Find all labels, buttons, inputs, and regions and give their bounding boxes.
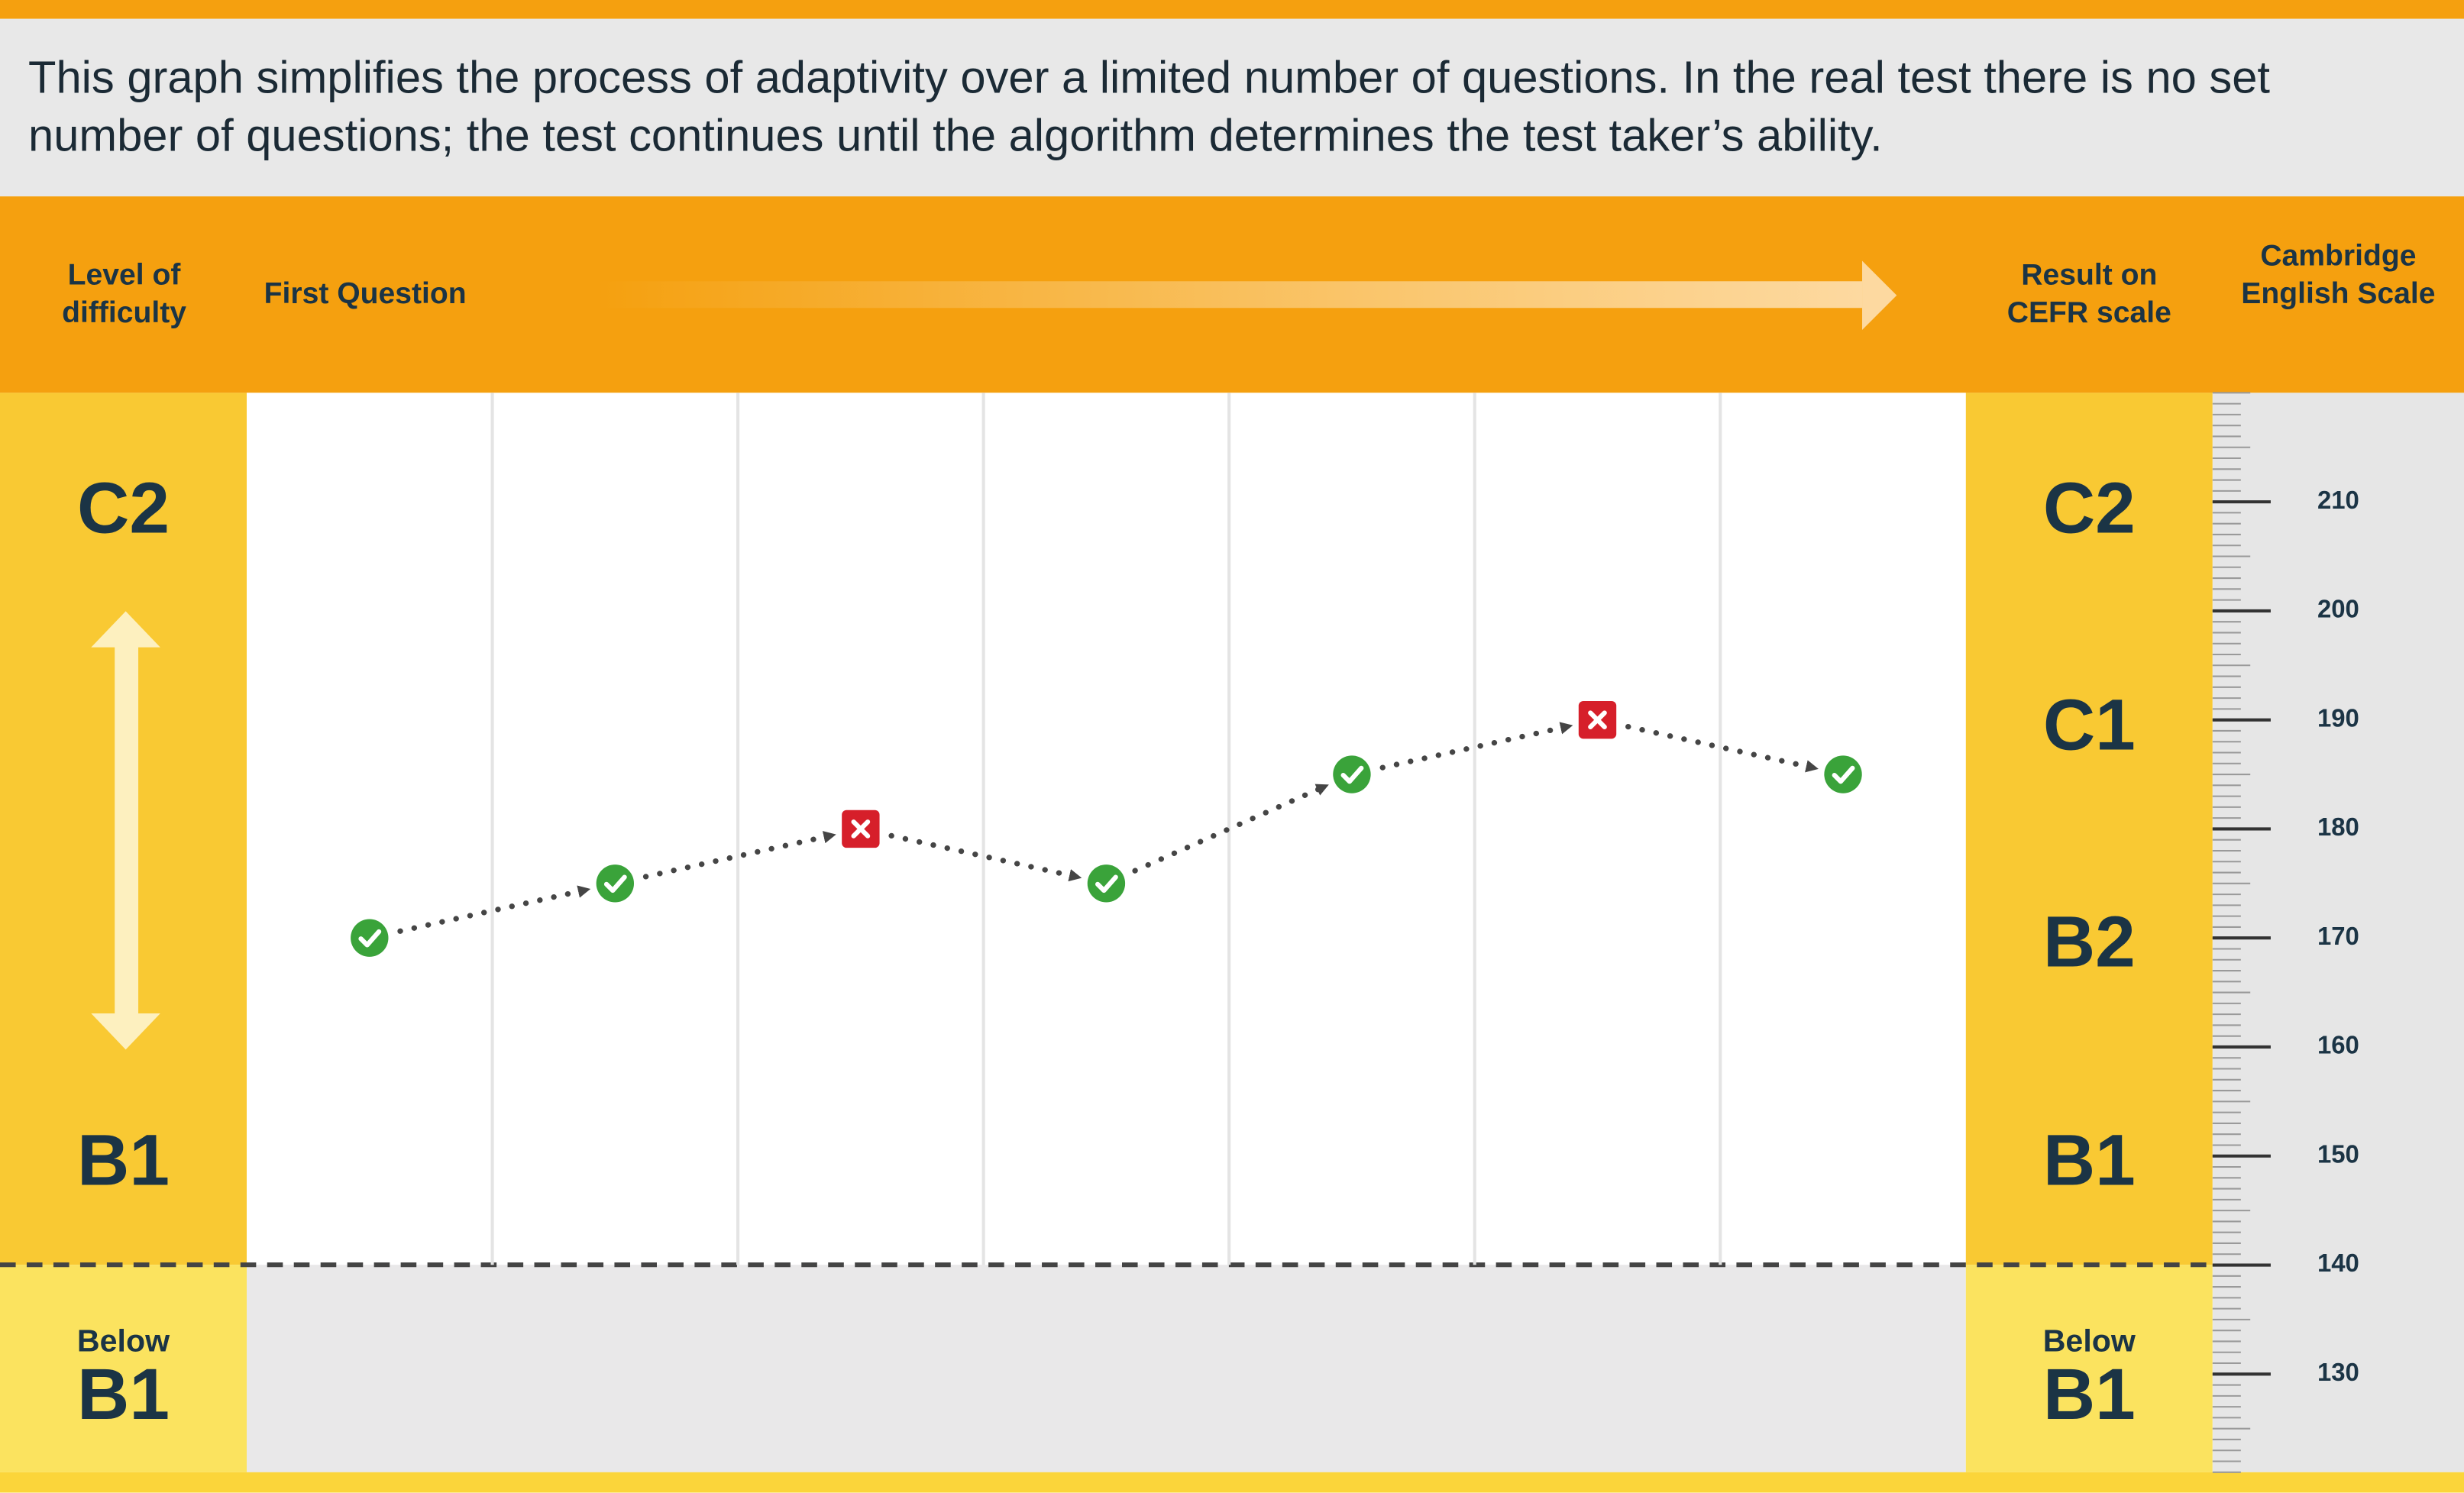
cefr-result-label: Result on CEFR scale	[2006, 259, 2171, 331]
y-tick-label: 150	[2317, 1139, 2359, 1168]
correct-answer	[1087, 864, 1126, 903]
check-icon	[1340, 765, 1364, 784]
correct-answer	[596, 864, 635, 903]
first-question-label: First Question	[264, 278, 467, 312]
answer-dot	[596, 864, 635, 903]
left-below-band	[0, 1265, 247, 1472]
correct-answer	[1824, 755, 1862, 793]
right-band	[1965, 393, 2213, 1265]
below-prefix: Below	[2042, 1324, 2136, 1359]
below-area	[247, 1265, 1966, 1472]
y-tick-label: 200	[2317, 595, 2359, 623]
y-tick-label: 170	[2317, 922, 2359, 950]
scale-band	[2212, 393, 2464, 1472]
progress-arrow-head	[1862, 260, 1897, 331]
difficulty-arrow	[91, 611, 160, 1050]
right-below-band	[1965, 1265, 2213, 1472]
level-label: B1	[2042, 1118, 2136, 1201]
y-tick-label: 210	[2317, 486, 2359, 514]
difficulty-label: Level of difficulty	[62, 259, 186, 331]
cambridge-scale-label: Cambridge English Scale	[2241, 240, 2436, 312]
top-stripe	[0, 0, 2464, 19]
connector	[397, 885, 591, 934]
connector	[1132, 783, 1329, 874]
level-label: B1	[77, 1352, 170, 1435]
connector	[642, 831, 836, 880]
level-label: B1	[2042, 1352, 2136, 1435]
answer-dot	[1333, 755, 1371, 793]
progress-arrow	[597, 281, 1863, 309]
check-icon	[603, 874, 627, 894]
bottom-stripe	[0, 1472, 2464, 1493]
below-prefix: Below	[76, 1324, 170, 1359]
level-label: B2	[2042, 900, 2136, 982]
connector	[1625, 723, 1819, 773]
y-tick-label: 180	[2317, 813, 2359, 841]
y-tick-label: 160	[2317, 1031, 2359, 1059]
level-label: C2	[2042, 467, 2136, 549]
cross-icon	[1588, 710, 1607, 730]
incorrect-answer	[842, 810, 880, 848]
correct-answer	[351, 919, 389, 957]
note-band	[0, 18, 2464, 197]
connector	[888, 832, 1082, 882]
level-label: C1	[2042, 683, 2136, 765]
correct-answer	[1333, 755, 1371, 793]
level-label: B1	[77, 1118, 170, 1201]
level-label: C2	[77, 467, 170, 549]
check-icon	[1832, 765, 1855, 784]
answer-dot	[1087, 864, 1126, 903]
y-tick-label: 130	[2317, 1358, 2359, 1386]
cross-icon	[851, 819, 871, 839]
check-icon	[1095, 874, 1118, 894]
connector	[1379, 722, 1573, 771]
plot-area	[247, 393, 1966, 1265]
answer-dot	[351, 919, 389, 957]
y-tick-label: 190	[2317, 703, 2359, 732]
check-icon	[358, 929, 382, 948]
answer-dot	[1824, 755, 1862, 793]
note: This graph simplifies the process of ada…	[28, 53, 2271, 162]
y-tick-label: 140	[2317, 1249, 2359, 1277]
incorrect-answer	[1578, 700, 1617, 739]
